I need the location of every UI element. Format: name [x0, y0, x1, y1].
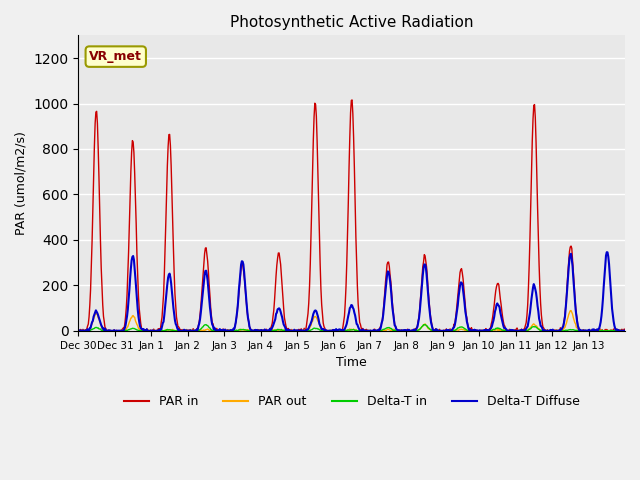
Delta-T in	[85, 328, 93, 334]
Delta-T in	[197, 326, 205, 332]
Delta-T Diffuse	[75, 328, 83, 334]
Delta-T in	[421, 322, 429, 327]
PAR in	[197, 304, 205, 310]
Legend: PAR in, PAR out, Delta-T in, Delta-T Diffuse: PAR in, PAR out, Delta-T in, Delta-T Dif…	[119, 390, 584, 413]
PAR out	[435, 328, 443, 334]
Delta-T Diffuse	[76, 328, 84, 334]
Delta-T in	[436, 328, 444, 334]
PAR out	[419, 323, 427, 329]
PAR out	[75, 328, 83, 334]
Delta-T in	[226, 328, 234, 334]
PAR in	[348, 97, 356, 103]
Delta-T in	[77, 328, 84, 334]
PAR in	[420, 259, 428, 265]
PAR out	[85, 327, 93, 333]
PAR in	[141, 328, 149, 334]
Delta-T in	[419, 323, 427, 329]
PAR out	[567, 308, 575, 313]
PAR in	[76, 328, 83, 334]
Delta-T Diffuse	[621, 328, 629, 334]
Line: PAR out: PAR out	[79, 311, 625, 331]
Delta-T Diffuse	[226, 328, 234, 334]
PAR out	[76, 328, 83, 334]
Line: Delta-T Diffuse: Delta-T Diffuse	[79, 252, 625, 331]
Title: Photosynthetic Active Radiation: Photosynthetic Active Radiation	[230, 15, 474, 30]
Text: VR_met: VR_met	[90, 50, 142, 63]
PAR in	[75, 327, 83, 333]
PAR in	[621, 328, 629, 334]
Delta-T Diffuse	[419, 272, 427, 278]
PAR out	[197, 327, 205, 333]
Delta-T in	[141, 328, 149, 334]
PAR out	[621, 328, 629, 334]
Line: Delta-T in: Delta-T in	[79, 324, 625, 331]
Delta-T Diffuse	[197, 310, 205, 316]
Delta-T Diffuse	[85, 327, 93, 333]
PAR in	[226, 328, 234, 334]
X-axis label: Time: Time	[337, 356, 367, 369]
PAR out	[141, 328, 149, 334]
Y-axis label: PAR (umol/m2/s): PAR (umol/m2/s)	[15, 131, 28, 235]
Delta-T in	[621, 328, 629, 334]
Delta-T Diffuse	[603, 249, 611, 255]
PAR in	[85, 314, 93, 320]
Delta-T Diffuse	[141, 327, 149, 333]
PAR out	[226, 328, 234, 334]
Delta-T Diffuse	[435, 328, 443, 334]
Line: PAR in: PAR in	[79, 100, 625, 331]
PAR in	[436, 326, 444, 332]
Delta-T in	[75, 328, 83, 334]
